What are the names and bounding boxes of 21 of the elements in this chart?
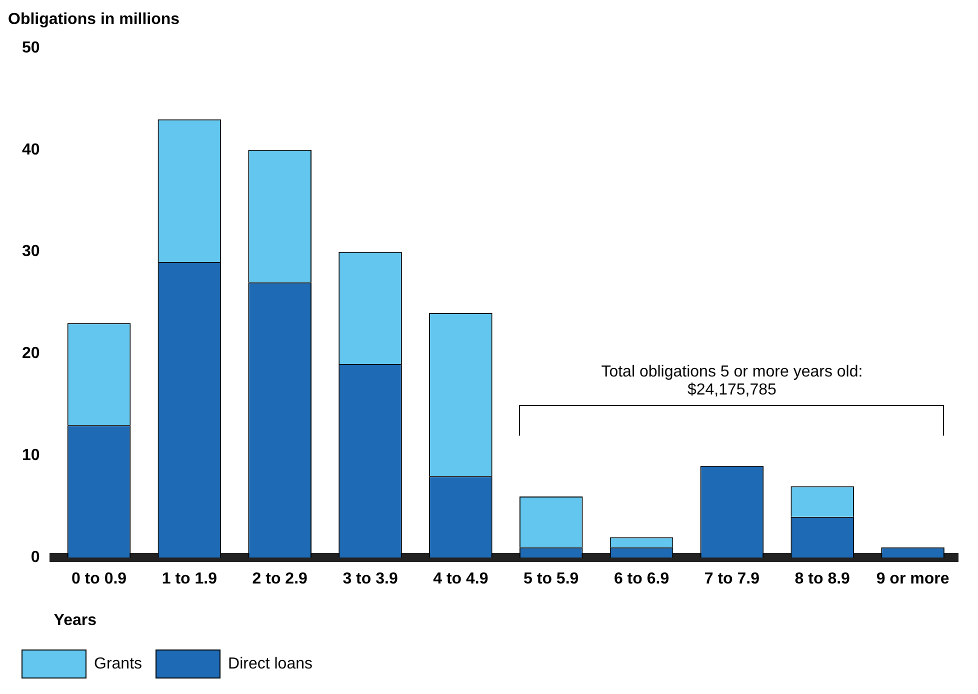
x-tick-label: 1 to 1.9 xyxy=(162,570,218,588)
x-tick-label: 9 or more xyxy=(876,570,950,588)
x-tick-label: 6 to 6.9 xyxy=(614,570,670,588)
y-tick-label: 20 xyxy=(22,345,40,362)
x-tick-label: 4 to 4.9 xyxy=(433,570,488,588)
y-tick-label: 30 xyxy=(22,243,40,260)
x-tick-label: 5 to 5.9 xyxy=(524,570,579,588)
x-tick-label: 3 to 3.9 xyxy=(342,570,398,588)
annotation: Total obligations 5 or more years old: $24,175,785 xyxy=(601,364,863,399)
x-tick-label: 7 to 7.9 xyxy=(704,570,760,588)
y-tick-label: 40 xyxy=(22,141,40,158)
x-tick-label: 8 to 8.9 xyxy=(794,570,850,588)
x-axis-title: Years xyxy=(54,612,97,629)
y-tick-label: 0 xyxy=(30,549,40,566)
y-axis-title: Obligations in millions xyxy=(8,11,180,28)
x-tick-label: 2 to 2.9 xyxy=(252,570,308,588)
x-tick-label: 0 to 0.9 xyxy=(71,570,127,588)
legend-label: Direct loans xyxy=(228,655,312,672)
y-tick-label: 50 xyxy=(22,39,40,56)
legend-label: Grants xyxy=(94,655,142,672)
y-tick-label: 10 xyxy=(22,447,40,464)
